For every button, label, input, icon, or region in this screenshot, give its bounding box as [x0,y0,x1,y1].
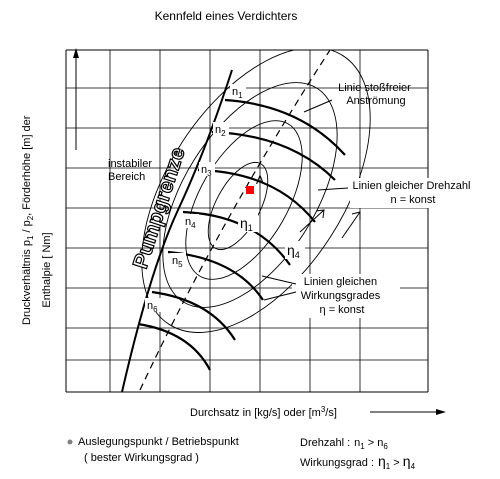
svg-text:n1: n1 [232,86,243,100]
svg-text:η4: η4 [287,242,300,260]
svg-text:n3: n3 [201,164,212,178]
y-axis-arrow [73,48,79,150]
speed-lines-pointer [317,187,349,191]
legend-efficiency-relation: Wirkungsgrad : η1 > η4 [300,453,416,471]
shockfree-flow-pointer [303,99,333,113]
design-point-marker [246,186,254,194]
svg-text:n6: n6 [147,300,158,314]
legend-speed-relation: Drehzahl : n1 > n6 [300,437,388,451]
efficiency-labels: η1 η4 [238,214,305,260]
design-point-label: A [256,173,264,187]
svg-text:n2: n2 [215,124,226,138]
y-axis-label-line2: Enthalpie [ Nm] [41,232,53,307]
speed-lines-label: Linien gleicher Drehzahl n = konst [352,180,473,206]
surge-line [121,69,233,392]
x-axis-label: Durchsatz in [kg/s] oder [m3/s] [190,405,337,419]
shockfree-flow-label: Linie stoßfreier Anströmung [338,82,414,107]
speed-lines [137,98,346,371]
unstable-region-label: instabiler Bereich [108,158,155,183]
x-axis-arrow [370,409,446,415]
shockfree-flow-line [139,50,331,391]
efficiency-lines-pointers [261,275,297,301]
efficiency-lines-label: Linien gleichen Wirkungsgrades η = konst [301,276,384,316]
svg-text:η1: η1 [240,215,253,233]
svg-text:n5: n5 [172,255,183,269]
svg-text:Druckverhältnis p1 / p2, För: Druckverhältnis p1 / p2, Förderhöhe [m] … [21,115,35,325]
diagram-title: Kennfeld eines Verdichters [155,9,298,23]
speed-increase-arrows [299,209,361,239]
legend-point-text: Auslegungspunkt / Betriebspunkt ( bester… [78,436,242,464]
y-axis-label: Druckverhältnis p1 / p2, Förderhöhe [m] … [21,115,35,325]
legend-point-dot [67,439,73,445]
svg-text:n4: n4 [185,216,196,230]
speed-labels: n1 n2 n3 n4 n5 n6 [145,84,246,314]
